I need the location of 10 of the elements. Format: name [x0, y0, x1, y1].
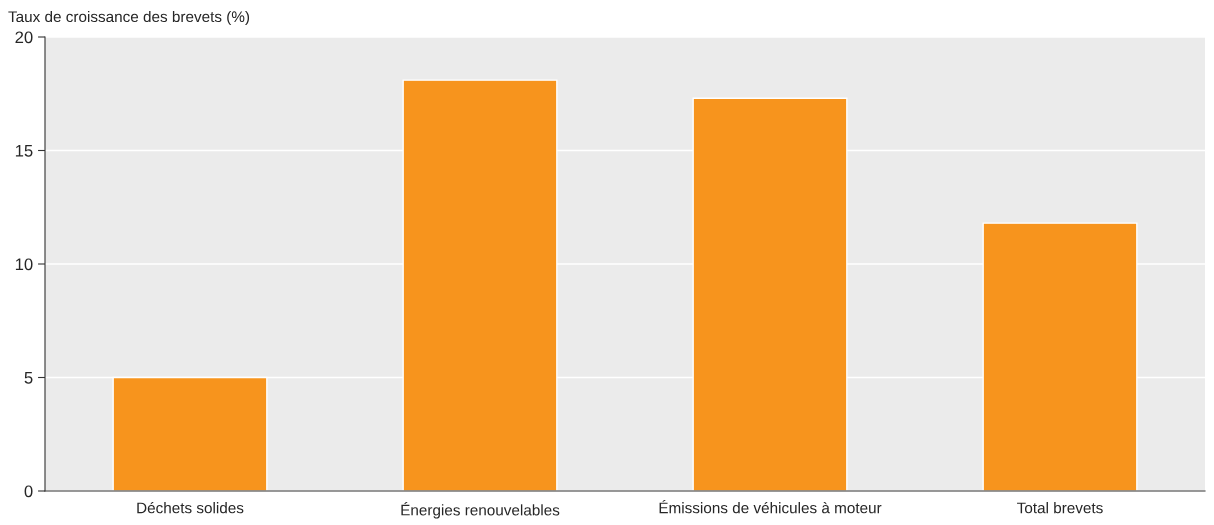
y-tick-label: 20 [15, 31, 33, 44]
x-tick-label: Déchets solides [137, 501, 244, 514]
y-tick-label: 15 [15, 145, 33, 157]
y-tick-label: 5 [24, 372, 33, 384]
y-tick-label: 10 [15, 258, 33, 271]
y-axis-title: Taux de croissance des brevets (%) [8, 10, 250, 26]
x-tick-label: Émissions de véhicules à moteur [659, 499, 882, 514]
y-tick-label: 0 [24, 485, 33, 498]
x-tick-label: Total brevets [1017, 502, 1103, 514]
x-tick-label: Énergies renouvelables [401, 502, 560, 519]
